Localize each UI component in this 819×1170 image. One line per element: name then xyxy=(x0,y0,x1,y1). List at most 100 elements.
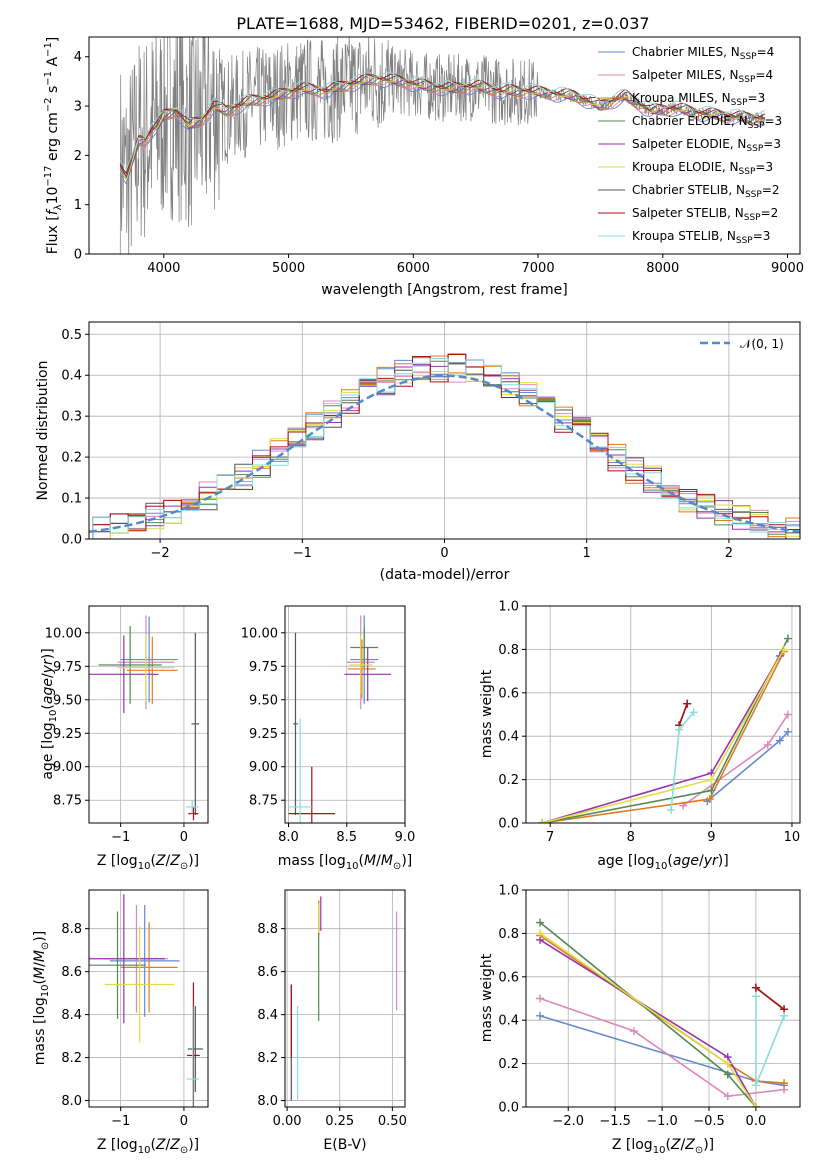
x-tick-label: −1 xyxy=(293,546,312,561)
weight-marker xyxy=(783,727,792,736)
y-tick-label: 9.50 xyxy=(53,693,82,708)
axes-age-vs-mass: 8.0 8.5 9.0 8.75 9.00 9.25 9.50 9.75 10.00 mass [… xyxy=(241,605,415,872)
y-tick-label: 3 xyxy=(74,100,82,115)
legend-label: Salpeter ELODIE, NSSP=3 xyxy=(632,137,781,154)
y-tick-label: 1 xyxy=(74,198,82,213)
weight-marker xyxy=(536,929,545,938)
x-tick-label: −1 xyxy=(111,830,130,845)
x-tick-label: 8000 xyxy=(646,261,679,276)
y-tick-label: 9.25 xyxy=(53,727,82,742)
residual-histogram xyxy=(89,365,800,539)
x-tick-label: −1.5 xyxy=(599,1114,631,1129)
x-tick-label: 7 xyxy=(546,830,554,845)
axes-mass-vs-Z: −1 0 8.0 8.2 8.4 8.6 8.8 Z [log10(Z/Z⊙)] mass [l… xyxy=(32,889,209,1156)
grid-age-vs-mass xyxy=(285,606,406,823)
y-tick-label: 8.6 xyxy=(257,965,278,980)
y-axis-label: mass weight xyxy=(479,669,495,758)
y-tick-label: 8.2 xyxy=(61,1051,82,1066)
legend-label: Chabrier STELIB, NSSP=2 xyxy=(632,183,780,200)
plot-area-mass-vs-EBV xyxy=(290,896,398,1101)
y-tick-label: 1.0 xyxy=(498,884,519,899)
residual-histogram xyxy=(89,372,800,539)
weight-marker xyxy=(751,992,760,1001)
axes-frame xyxy=(88,605,209,824)
weight-line xyxy=(755,986,785,1011)
weight-marker xyxy=(751,1081,760,1090)
x-tick-label: 0 xyxy=(440,546,448,561)
weight-marker xyxy=(538,819,547,823)
y-tick-label: 9.75 xyxy=(53,660,82,675)
weight-marker xyxy=(723,1092,732,1101)
x-tick-label: 1 xyxy=(583,546,591,561)
plot-area-spectrum xyxy=(119,37,766,254)
weight-marker xyxy=(675,725,684,734)
weight-marker xyxy=(689,708,698,717)
x-tick-label: 0.25 xyxy=(325,1114,354,1129)
y-tick-label: 8.0 xyxy=(257,1094,278,1109)
x-tick-label: 0.50 xyxy=(378,1114,407,1129)
weight-marker xyxy=(780,1011,789,1020)
weight-marker xyxy=(667,805,676,814)
axes-frame xyxy=(88,889,209,1108)
y-tick-label: 8.75 xyxy=(249,794,278,809)
y-axis-label: age [log10(age/yr)] xyxy=(40,648,59,779)
x-axis-label: Z [log10(Z/Z⊙)] xyxy=(612,1137,714,1156)
y-tick-label: 8.0 xyxy=(61,1094,82,1109)
y-tick-label: 0.5 xyxy=(61,328,82,343)
weight-marker xyxy=(705,795,714,804)
y-axis-label: Flux [fλ10−17 erg cm−2 s−1 A−1] xyxy=(43,37,64,255)
weight-line xyxy=(539,921,757,1107)
x-tick-label: 2 xyxy=(725,546,733,561)
x-tick-label: 4000 xyxy=(147,261,180,276)
x-axis-label: Z [log10(Z/Z⊙)] xyxy=(97,853,199,872)
weight-marker xyxy=(779,645,788,654)
y-tick-label: 0.4 xyxy=(61,369,82,384)
plot-area-residuals xyxy=(89,353,800,539)
y-tick-label: 8.6 xyxy=(61,965,82,980)
weight-line xyxy=(539,934,785,1084)
weight-marker xyxy=(536,1011,545,1020)
y-tick-label: 9.25 xyxy=(249,727,278,742)
y-tick-label: 0.2 xyxy=(498,1057,519,1072)
axes-spectrum: 4000 5000 6000 7000 8000 9000 0 1 2 3 4 wavelength … xyxy=(43,36,804,298)
y-tick-label: 0.4 xyxy=(498,730,519,745)
y-axis-label: mass weight xyxy=(479,953,495,1042)
x-tick-label: −1.0 xyxy=(646,1114,678,1129)
x-tick-label: −2.0 xyxy=(552,1114,584,1129)
x-tick-label: 10 xyxy=(784,830,801,845)
y-tick-label: 0.2 xyxy=(61,451,82,466)
y-tick-label: 0.2 xyxy=(498,773,519,788)
y-tick-label: 0.0 xyxy=(61,533,82,548)
y-tick-label: 0 xyxy=(74,248,82,263)
x-axis-label: wavelength [Angstrom, rest frame] xyxy=(321,282,567,298)
grid-weight-vs-Z xyxy=(526,889,800,1108)
weight-marker xyxy=(751,1103,760,1107)
model-spectrum xyxy=(119,75,766,180)
y-tick-label: 9.50 xyxy=(249,693,278,708)
y-tick-label: 8.4 xyxy=(257,1008,278,1023)
weight-marker xyxy=(707,775,716,784)
x-tick-label: −2 xyxy=(151,546,170,561)
legend-label: Salpeter STELIB, NSSP=2 xyxy=(632,206,778,223)
plot-area-mass-vs-Z xyxy=(89,894,203,1107)
grid-age-vs-Z xyxy=(89,606,208,823)
legend-label: 𝒩(0, 1) xyxy=(740,337,784,351)
weight-marker xyxy=(723,1059,732,1068)
y-tick-label: 0.6 xyxy=(498,686,519,701)
grid-mass-vs-EBV xyxy=(285,890,405,1107)
y-tick-label: 9.00 xyxy=(53,760,82,775)
plot-area-weight-vs-age xyxy=(538,634,792,823)
x-tick-label: 9 xyxy=(707,830,715,845)
x-tick-label: 6000 xyxy=(397,261,430,276)
x-tick-label: 8 xyxy=(627,830,635,845)
axes-frame xyxy=(284,889,406,1108)
axes-weight-vs-age: 7 8 9 10 0.0 0.2 0.4 0.6 0.8 1.0 age [log10(age/yr… xyxy=(479,600,801,872)
weight-marker xyxy=(783,634,792,643)
weight-marker xyxy=(783,710,792,719)
model-spectrum xyxy=(119,73,766,175)
x-tick-label: 7000 xyxy=(522,261,555,276)
weight-line xyxy=(541,651,785,823)
weight-marker xyxy=(707,786,716,795)
x-tick-label: 0 xyxy=(180,1114,188,1129)
